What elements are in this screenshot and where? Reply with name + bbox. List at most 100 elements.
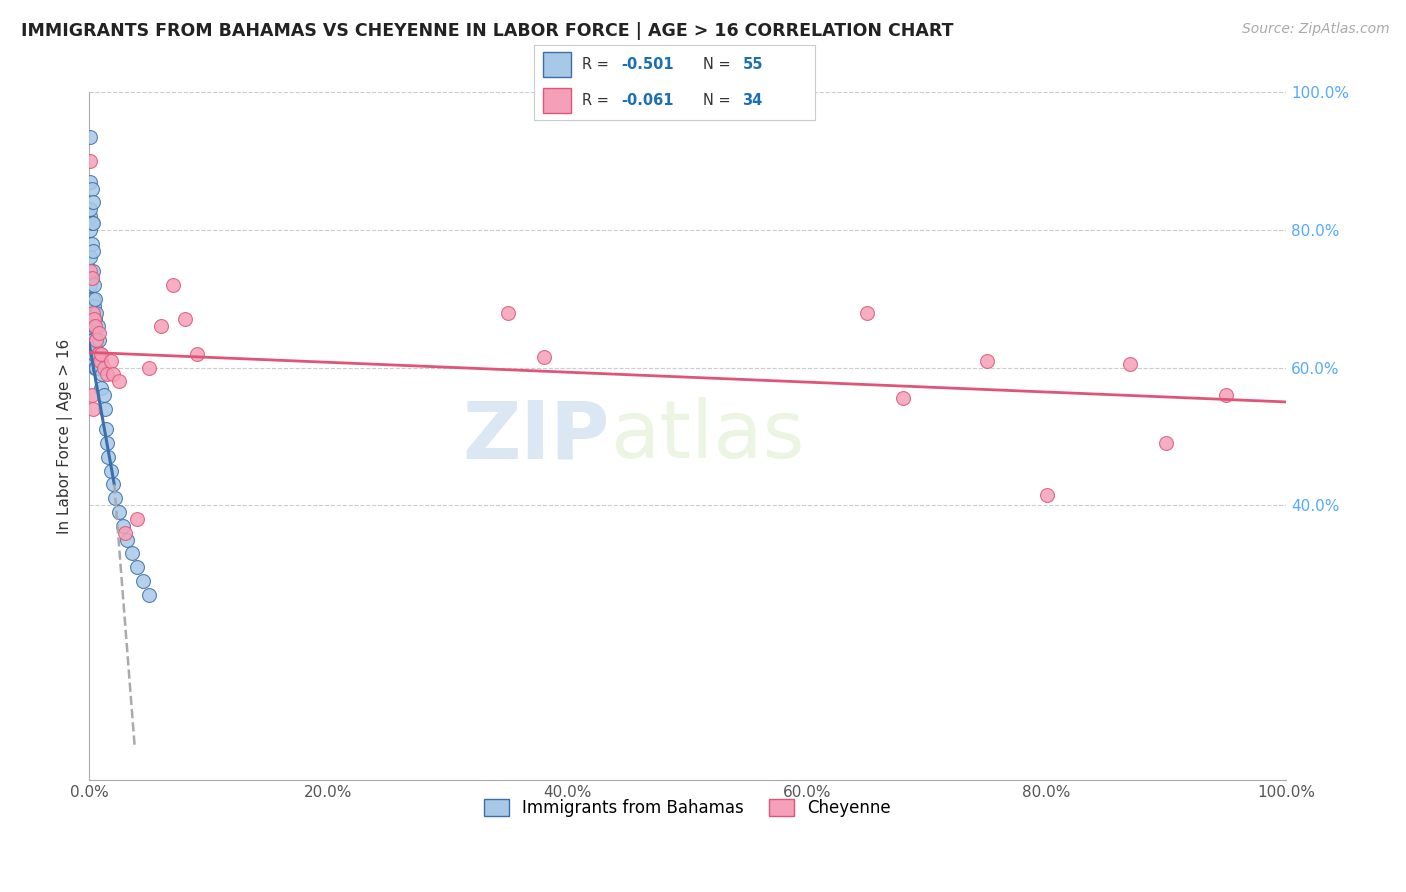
- Point: [84, 319, 107, 334]
- Point: [132, 574, 155, 588]
- Point: [79, 202, 101, 217]
- Point: [114, 525, 136, 540]
- Point: [82, 292, 104, 306]
- Point: [138, 360, 160, 375]
- Text: IMMIGRANTS FROM BAHAMAS VS CHEYENNE IN LABOR FORCE | AGE > 16 CORRELATION CHART: IMMIGRANTS FROM BAHAMAS VS CHEYENNE IN L…: [21, 22, 953, 40]
- Point: [86, 333, 108, 347]
- Point: [86, 347, 108, 361]
- Point: [111, 518, 134, 533]
- Point: [83, 277, 105, 292]
- Point: [80, 182, 103, 196]
- Point: [79, 154, 101, 169]
- Point: [83, 299, 105, 313]
- Point: [80, 236, 103, 251]
- Point: [86, 333, 108, 347]
- Point: [186, 347, 208, 361]
- Point: [856, 305, 879, 319]
- Point: [87, 326, 110, 340]
- Point: [79, 223, 101, 237]
- Point: [101, 477, 124, 491]
- Text: 34: 34: [742, 93, 762, 108]
- Point: [108, 505, 131, 519]
- Point: [93, 388, 115, 402]
- Point: [83, 319, 105, 334]
- Text: N =: N =: [703, 93, 735, 108]
- Point: [86, 347, 108, 361]
- Point: [79, 209, 101, 223]
- Point: [90, 381, 112, 395]
- Point: [80, 216, 103, 230]
- Text: ZIP: ZIP: [463, 397, 610, 475]
- Point: [82, 244, 104, 258]
- Point: [91, 368, 114, 382]
- Point: [93, 360, 115, 375]
- Point: [96, 368, 118, 382]
- Point: [84, 312, 107, 326]
- Point: [93, 401, 115, 416]
- Point: [125, 512, 148, 526]
- Point: [90, 347, 112, 361]
- Point: [125, 560, 148, 574]
- Point: [86, 319, 108, 334]
- Point: [89, 353, 111, 368]
- Point: [891, 392, 914, 406]
- Point: [80, 305, 103, 319]
- Point: [100, 464, 122, 478]
- Y-axis label: In Labor Force | Age > 16: In Labor Force | Age > 16: [58, 339, 73, 534]
- Point: [1119, 357, 1142, 371]
- Point: [104, 491, 127, 506]
- Point: [79, 175, 101, 189]
- Point: [94, 422, 117, 436]
- Point: [79, 130, 101, 145]
- Point: [83, 312, 105, 326]
- Text: N =: N =: [703, 57, 735, 72]
- Point: [1215, 388, 1237, 402]
- Text: R =: R =: [582, 93, 613, 108]
- Point: [117, 533, 139, 547]
- Point: [79, 251, 101, 265]
- Point: [87, 360, 110, 375]
- Point: [121, 546, 143, 560]
- Point: [84, 360, 107, 375]
- Point: [1035, 488, 1057, 502]
- FancyBboxPatch shape: [543, 52, 571, 78]
- Point: [80, 388, 103, 402]
- Point: [90, 353, 112, 368]
- Text: -0.061: -0.061: [621, 93, 673, 108]
- FancyBboxPatch shape: [543, 87, 571, 112]
- Text: atlas: atlas: [610, 397, 804, 475]
- Point: [82, 401, 104, 416]
- Point: [82, 312, 104, 326]
- Point: [82, 333, 104, 347]
- Point: [80, 271, 103, 285]
- Point: [86, 360, 108, 375]
- Text: -0.501: -0.501: [621, 57, 673, 72]
- Point: [80, 333, 103, 347]
- Point: [96, 436, 118, 450]
- Point: [138, 588, 160, 602]
- Point: [97, 450, 120, 464]
- Point: [89, 347, 111, 361]
- Point: [100, 353, 122, 368]
- Point: [82, 264, 104, 278]
- Text: 55: 55: [742, 57, 763, 72]
- Point: [149, 319, 172, 334]
- Point: [82, 353, 104, 368]
- Point: [108, 374, 131, 388]
- Point: [84, 292, 107, 306]
- Point: [82, 195, 104, 210]
- Point: [83, 347, 105, 361]
- Point: [79, 277, 101, 292]
- Point: [174, 312, 197, 326]
- Text: Source: ZipAtlas.com: Source: ZipAtlas.com: [1241, 22, 1389, 37]
- Text: R =: R =: [582, 57, 613, 72]
- Point: [976, 353, 998, 368]
- Point: [80, 271, 103, 285]
- Point: [82, 216, 104, 230]
- Point: [101, 368, 124, 382]
- Point: [79, 264, 101, 278]
- Point: [496, 305, 519, 319]
- Point: [84, 340, 107, 354]
- Point: [533, 350, 555, 364]
- Point: [82, 305, 104, 319]
